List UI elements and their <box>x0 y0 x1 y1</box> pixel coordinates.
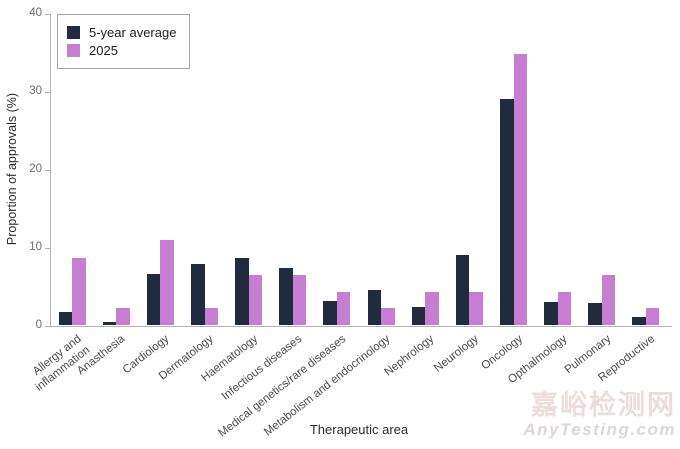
x-tick-label-neurology: Neurology <box>432 332 481 375</box>
watermark-site-name: AnyTesting.com <box>523 420 676 439</box>
y-tick-label: 20 <box>29 162 42 175</box>
bar-2025-opthalmology <box>557 291 572 326</box>
legend-item-5-year-average: 5-year average <box>67 25 176 40</box>
legend-swatch-2025 <box>67 44 80 57</box>
y-tick-mark <box>45 13 50 15</box>
bar-5-year-average-anasthesia <box>102 322 117 326</box>
bar-5-year-average-opthalmology <box>544 302 558 326</box>
legend-label-5-year-average: 5-year average <box>89 25 177 40</box>
bar-2025-pulmonary <box>601 274 616 326</box>
bar-2025-neurology <box>469 291 483 326</box>
watermark-chinese-text: 嘉峪检测网 <box>531 390 676 420</box>
bar-5-year-average-dermatology <box>191 263 205 326</box>
bar-5-year-average-neurology <box>455 254 470 326</box>
bar-2025-haematology <box>248 274 263 326</box>
bar-2025-anasthesia <box>116 308 130 326</box>
y-tick-mark <box>45 169 50 171</box>
bar-5-year-average-pulmonary <box>588 302 602 326</box>
x-axis-line <box>50 325 672 327</box>
y-axis-line <box>50 13 51 326</box>
bar-5-year-average-oncology <box>500 99 514 326</box>
bar-5-year-average-metabolism-and-endocrinology <box>367 290 382 326</box>
y-tick-mark <box>45 247 50 249</box>
bar-5-year-average-allergy-and-inflammation <box>58 312 73 326</box>
bar-2025-nephrology <box>425 291 439 326</box>
bar-5-year-average-infectious-diseases <box>279 267 293 326</box>
y-tick-mark <box>45 91 50 93</box>
bar-5-year-average-nephrology <box>411 306 426 326</box>
watermark: 嘉峪检测网 AnyTesting.com <box>523 392 676 440</box>
legend-item-2025: 2025 <box>67 43 176 58</box>
y-tick-label: 0 <box>35 318 42 331</box>
bar-5-year-average-medical-genetics-rare-diseases <box>323 300 337 326</box>
legend: 5-year average 2025 <box>57 14 191 69</box>
bar-2025-metabolism-and-endocrinology <box>381 308 395 326</box>
y-tick-label: 30 <box>29 84 42 97</box>
bar-2025-allergy-and-inflammation <box>72 257 86 326</box>
bar-5-year-average-haematology <box>235 257 249 326</box>
bar-2025-reproductive <box>645 308 660 326</box>
y-tick-label: 40 <box>29 6 42 19</box>
bar-2025-cardiology <box>160 240 174 326</box>
bar-2025-infectious-diseases <box>292 274 307 326</box>
legend-label-2025: 2025 <box>89 43 118 58</box>
bar-5-year-average-reproductive <box>632 316 646 326</box>
legend-swatch-5-year-average <box>67 26 80 39</box>
x-tick-label-nephrology: Nephrology <box>382 332 437 379</box>
y-tick-mark <box>45 325 50 327</box>
bar-2025-dermatology <box>204 308 218 326</box>
bar-2025-medical-genetics-rare-diseases <box>336 291 351 326</box>
bar-5-year-average-cardiology <box>146 274 161 326</box>
x-axis-title: Therapeutic area <box>309 422 409 437</box>
bar-2025-oncology <box>513 54 527 326</box>
y-tick-label: 10 <box>29 240 42 253</box>
